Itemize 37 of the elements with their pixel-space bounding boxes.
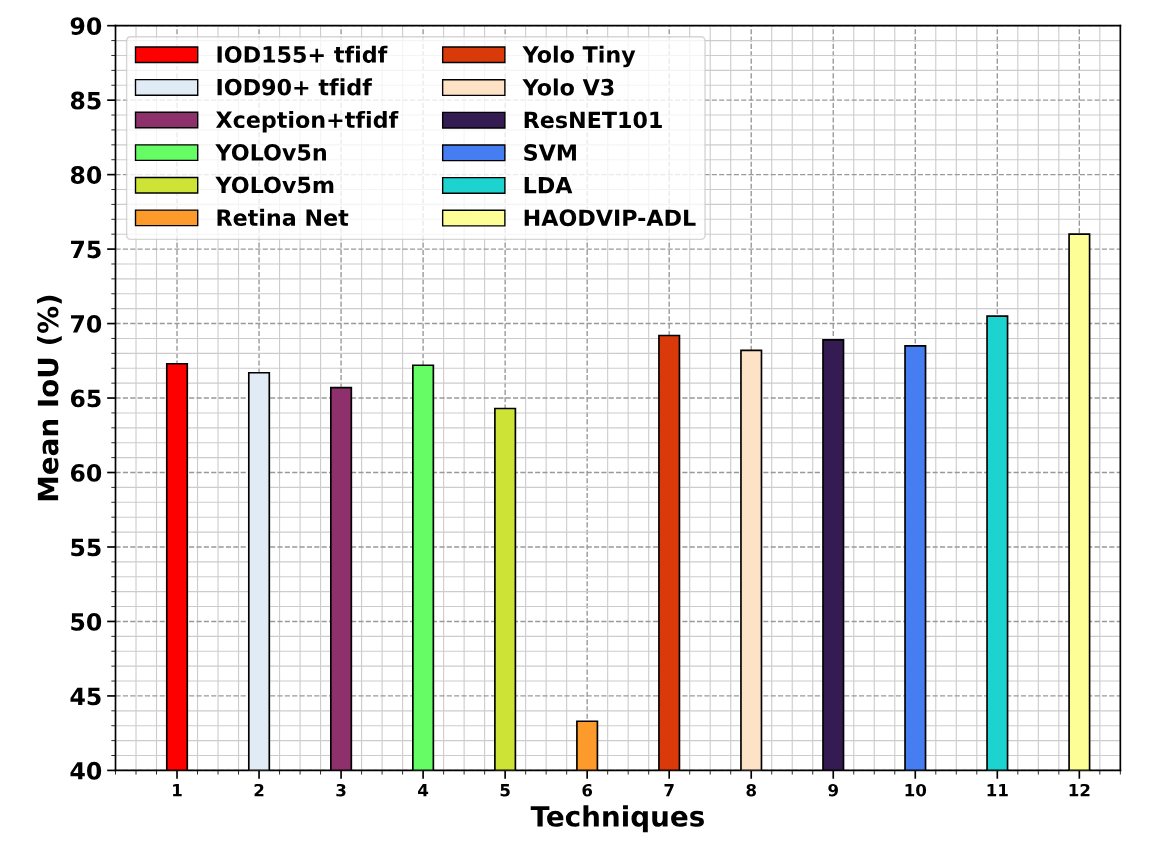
legend-label: Xception+tfidf	[215, 110, 399, 133]
y-tick-label: 80	[70, 166, 102, 184]
legend-label: SVM	[524, 144, 576, 161]
legend-label: Yolo Tiny	[522, 45, 636, 68]
legend-label: YOLOv5n	[215, 143, 326, 161]
legend-label: LDA	[524, 177, 573, 194]
y-tick-label: 40	[70, 761, 102, 780]
x-tick-label: 1	[173, 784, 182, 797]
y-tick-label: 45	[70, 687, 101, 706]
x-axis-title: Techniques	[530, 805, 704, 833]
x-tick-label: 5	[500, 784, 510, 797]
legend-label: Retina Net	[217, 208, 349, 226]
y-tick-label: 75	[71, 240, 101, 259]
y-tick-label: 85	[70, 91, 101, 110]
x-tick-label: 2	[254, 783, 264, 797]
x-tick-label: 12	[1069, 783, 1090, 797]
y-tick-label: 65	[70, 389, 101, 408]
y-tick-label: 90	[70, 17, 102, 35]
y-tick-label: 50	[71, 612, 102, 631]
legend-label: IOD155+ tfidf	[217, 45, 388, 63]
legend-label: IOD90+ tfidf	[217, 78, 373, 96]
y-tick-label: 60	[70, 463, 102, 482]
x-tick-label: 4	[418, 784, 429, 797]
legend-label: YOLOv5m	[215, 176, 334, 194]
x-tick-label: 9	[828, 783, 838, 797]
x-tick-label: 8	[746, 783, 756, 797]
y-axis-title: Mean IoU (%)	[37, 295, 62, 501]
legend-label: Yolo V3	[522, 78, 614, 96]
x-tick-label: 6	[582, 783, 593, 797]
legend-label: HAODVIP-ADL	[524, 209, 696, 227]
x-tick-label: 10	[905, 783, 927, 797]
y-tick-label: 70	[71, 315, 102, 333]
y-tick-label: 55	[71, 538, 101, 557]
x-tick-label: 7	[664, 784, 674, 797]
legend-label: ResNET101	[524, 111, 662, 129]
x-tick-label: 3	[336, 783, 346, 797]
x-tick-label: 11	[987, 784, 1008, 797]
